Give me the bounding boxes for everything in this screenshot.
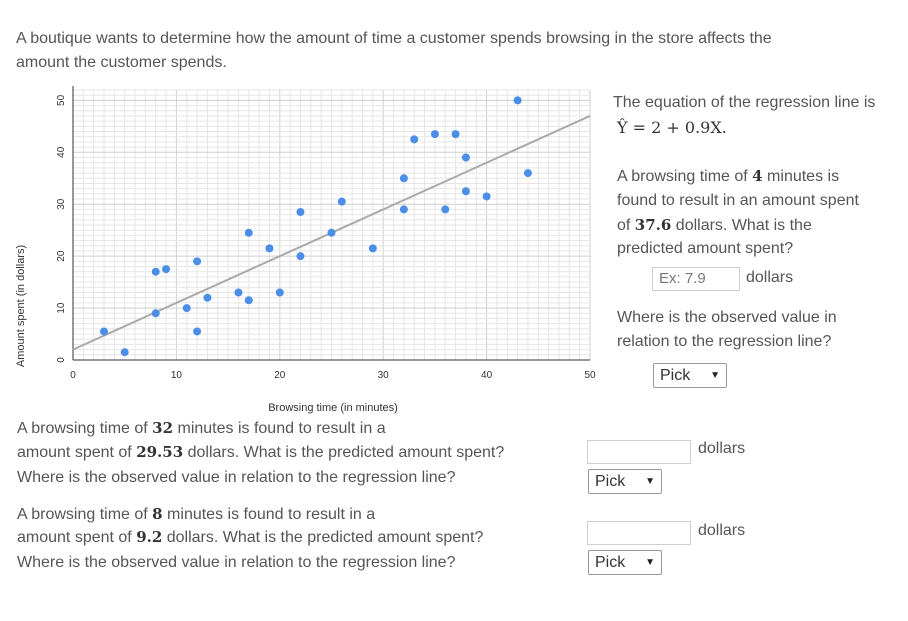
q3-line-2: amount spent of 9.2 dollars. What is the…: [17, 528, 484, 546]
q2-unit-label: dollars: [698, 440, 746, 457]
data-point: [461, 187, 470, 196]
data-point: [275, 288, 284, 297]
data-point: [399, 174, 408, 183]
x-tick-label: 40: [481, 370, 493, 381]
q2-select-value: Pick: [595, 472, 626, 490]
q1-observed-line-2: relation to the regression line?: [617, 333, 832, 350]
data-point: [410, 135, 419, 144]
q1-observed-select[interactable]: Pick ▼: [653, 363, 727, 388]
chevron-down-icon: ▼: [645, 476, 655, 487]
data-point: [296, 208, 305, 217]
q1-line-3: of 37.6 dollars. What is the: [617, 216, 812, 234]
data-point: [151, 267, 160, 276]
y-axis-label: Amount spent (in dollars): [15, 245, 27, 367]
chevron-down-icon: ▼: [710, 370, 720, 381]
data-point: [193, 257, 202, 266]
y-tick-label: 20: [56, 250, 67, 262]
chart-axes: [72, 86, 590, 361]
data-point: [523, 169, 532, 178]
data-point: [151, 309, 160, 318]
q3-observed-select[interactable]: Pick ▼: [588, 550, 662, 575]
scatter-chart: 0 10 20 30 40 50 0 10 20 30 40 50 Browsing time (in…: [15, 86, 596, 414]
x-tick-label: 30: [378, 370, 390, 381]
q2-answer-input[interactable]: [587, 440, 691, 464]
intro-line-2: amount the customer spends.: [16, 54, 227, 71]
data-point: [451, 130, 460, 139]
data-point: [399, 205, 408, 214]
chart-tick-labels: 0 10 20 30 40 50 0 10 20 30 40 50: [56, 94, 596, 381]
q1-select-value: Pick: [660, 366, 691, 384]
data-point: [430, 130, 439, 139]
data-point: [162, 265, 171, 274]
data-point: [265, 244, 274, 253]
data-point: [368, 244, 377, 253]
q2-line-2: amount spent of 29.53 dollars. What is t…: [17, 443, 505, 461]
q2-observed-select[interactable]: Pick ▼: [588, 469, 662, 494]
q3-observed-question: Where is the observed value in relation …: [17, 554, 456, 571]
q1-answer-input[interactable]: Ex: 7.9: [652, 267, 740, 291]
data-point: [296, 252, 305, 261]
data-point: [327, 228, 336, 237]
y-tick-label: 30: [56, 198, 67, 210]
y-tick-label: 10: [56, 302, 67, 314]
q3-line-1: A browsing time of 8 minutes is found to…: [17, 505, 376, 523]
q1-line-1: A browsing time of 4 minutes is: [617, 167, 840, 185]
data-point: [337, 197, 346, 206]
data-point: [182, 304, 191, 313]
q1-line-2: found to result in an amount spent: [617, 192, 859, 209]
regression-intro: The equation of the regression line is: [613, 94, 876, 111]
data-point: [441, 205, 450, 214]
x-tick-label: 50: [584, 370, 596, 381]
regression-equation: Ŷ = 2 + 0.9X.: [617, 118, 727, 137]
x-axis-label: Browsing time (in minutes): [268, 402, 398, 414]
data-point: [244, 228, 253, 237]
q3-select-value: Pick: [595, 553, 626, 571]
x-tick-label: 0: [70, 370, 76, 381]
x-tick-label: 20: [274, 370, 286, 381]
y-tick-label: 0: [56, 357, 67, 363]
chart-grid: [73, 89, 591, 360]
data-point: [234, 288, 243, 297]
q2-line-1: A browsing time of 32 minutes is found t…: [17, 419, 386, 437]
y-tick-label: 40: [56, 146, 67, 158]
q3-unit-label: dollars: [698, 522, 746, 539]
x-tick-label: 10: [171, 370, 183, 381]
data-point: [482, 192, 491, 201]
y-tick-label: 50: [56, 94, 67, 106]
data-point: [100, 327, 109, 336]
q1-unit-label: dollars: [746, 269, 794, 286]
data-point: [461, 153, 470, 162]
q1-line-4: predicted amount spent?: [617, 240, 794, 257]
chart-points: [100, 96, 532, 357]
data-point: [120, 348, 129, 357]
q3-answer-input[interactable]: [587, 521, 691, 545]
data-point: [513, 96, 522, 105]
data-point: [244, 296, 253, 305]
intro-line-1: A boutique wants to determine how the am…: [16, 30, 772, 47]
q2-observed-question: Where is the observed value in relation …: [17, 469, 456, 486]
chevron-down-icon: ▼: [645, 557, 655, 568]
data-point: [193, 327, 202, 336]
data-point: [203, 293, 212, 302]
q1-observed-line-1: Where is the observed value in: [617, 309, 837, 326]
